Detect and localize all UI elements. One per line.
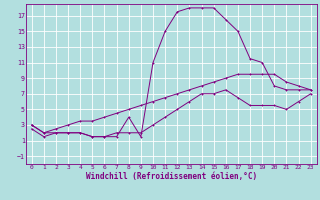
X-axis label: Windchill (Refroidissement éolien,°C): Windchill (Refroidissement éolien,°C) — [86, 172, 257, 181]
